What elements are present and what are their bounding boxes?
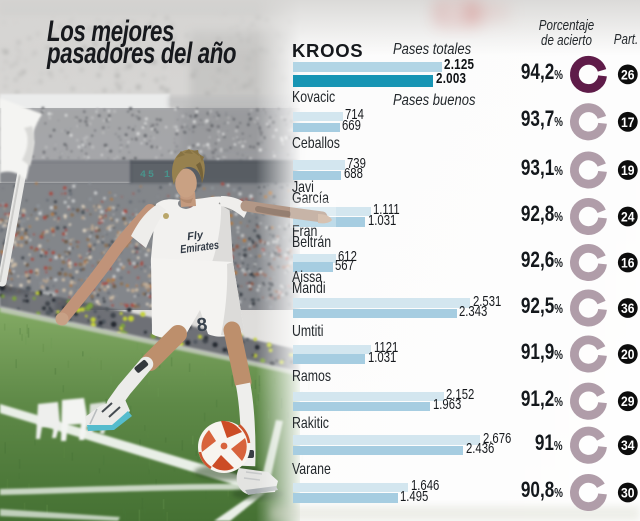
svg-text:17: 17	[621, 114, 635, 130]
svg-text:26: 26	[621, 66, 635, 82]
svg-text:Emirates: Emirates	[180, 240, 220, 257]
svg-text:16: 16	[621, 255, 635, 271]
svg-text:8: 8	[196, 315, 209, 337]
svg-text:45 10: 45 10	[140, 170, 180, 181]
svg-text:Fly: Fly	[187, 229, 205, 243]
svg-text:24: 24	[621, 209, 635, 225]
svg-text:29: 29	[621, 393, 635, 409]
svg-text:34: 34	[621, 437, 635, 453]
svg-text:19: 19	[621, 162, 635, 178]
svg-text:30: 30	[621, 485, 635, 501]
svg-text:36: 36	[621, 300, 635, 316]
svg-text:20: 20	[621, 346, 635, 362]
